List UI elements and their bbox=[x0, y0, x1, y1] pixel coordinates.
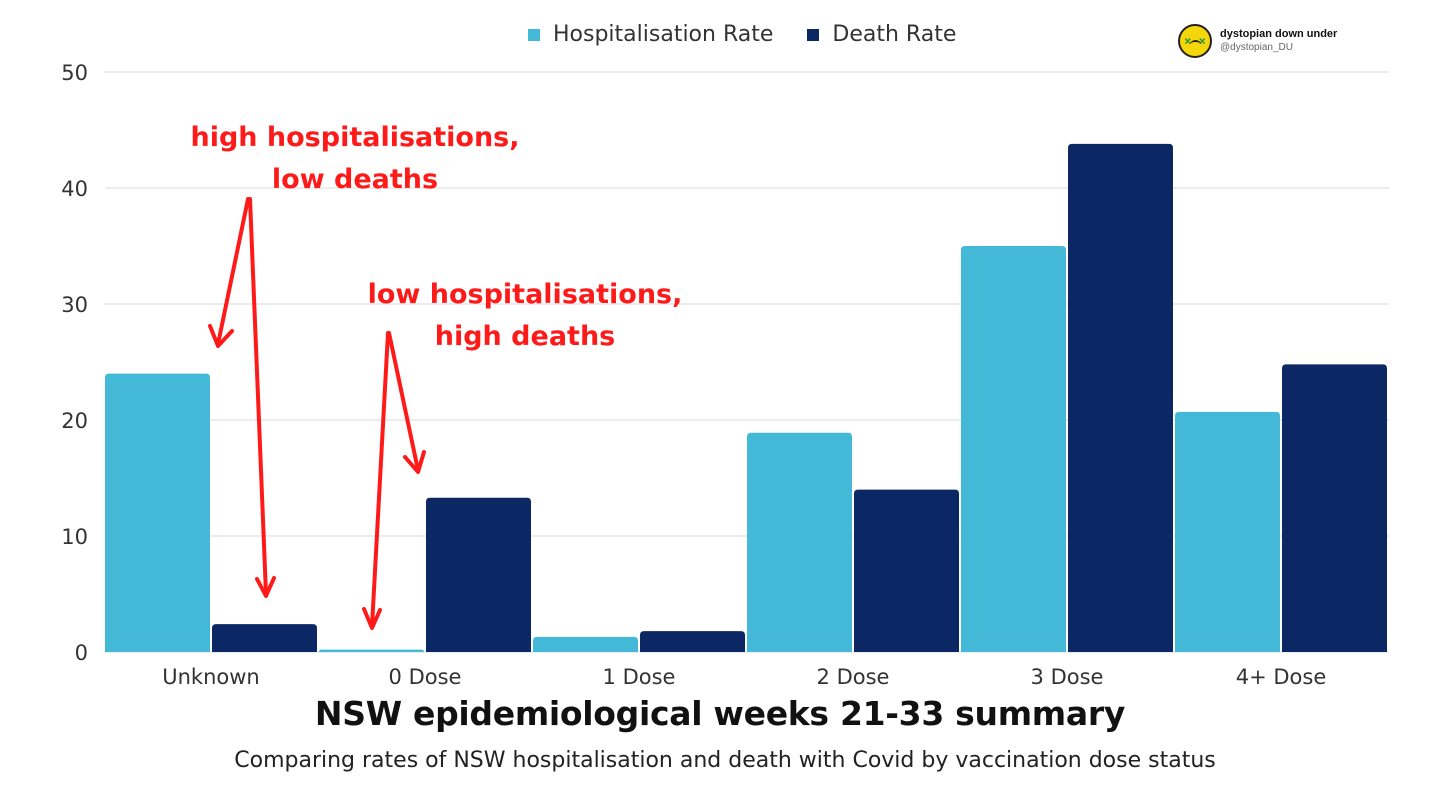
bar-hospitalisation-0-dose[interactable] bbox=[319, 649, 424, 652]
legend: Hospitalisation Rate Death Rate bbox=[528, 22, 990, 47]
annotation-low-hosp-high-deaths: low hospitalisations, high deaths bbox=[345, 274, 705, 358]
annotation-1-line-2: low deaths bbox=[271, 164, 439, 195]
bar-hospitalisation-1-dose[interactable] bbox=[533, 636, 638, 652]
annotation-1-line-1: high hospitalisations, bbox=[190, 122, 520, 153]
y-tick-label: 20 bbox=[61, 409, 88, 433]
annotation-2-line-1: low hospitalisations, bbox=[367, 279, 683, 310]
y-tick-label: 40 bbox=[61, 177, 88, 201]
bar-death-1-dose[interactable] bbox=[640, 631, 745, 652]
annotation-high-hosp-low-deaths: high hospitalisations, low deaths bbox=[170, 117, 540, 201]
annotation-arrows bbox=[208, 197, 426, 630]
bar-hospitalisation-2-dose[interactable] bbox=[747, 432, 852, 652]
legend-item-death[interactable]: Death Rate bbox=[807, 22, 956, 47]
bar-hospitalisation-4-dose[interactable] bbox=[1175, 411, 1280, 652]
x-tick-label: 2 Dose bbox=[817, 665, 890, 689]
arrow-to-unknown-hospitalisation bbox=[208, 197, 250, 348]
x-tick-label: 1 Dose bbox=[603, 665, 676, 689]
bars bbox=[105, 143, 1387, 653]
x-tick-label: Unknown bbox=[162, 665, 259, 689]
brand-badge: × × dystopian down under @dystopian_DU bbox=[1178, 24, 1337, 58]
brand-handle: @dystopian_DU bbox=[1220, 42, 1293, 53]
bar-hospitalisation-unknown[interactable] bbox=[105, 373, 210, 652]
chart-subtitle: Comparing rates of NSW hospitalisation a… bbox=[234, 748, 1216, 773]
legend-label-hospitalisation: Hospitalisation Rate bbox=[553, 22, 774, 47]
bar-hospitalisation-3-dose[interactable] bbox=[961, 246, 1066, 652]
bar-death-4-dose[interactable] bbox=[1282, 364, 1387, 652]
legend-swatch-death bbox=[807, 28, 820, 41]
legend-label-death: Death Rate bbox=[832, 22, 957, 47]
arrow-to-unknown-death bbox=[248, 197, 276, 598]
y-axis-ticks: 0 10 20 30 40 50 bbox=[61, 61, 88, 665]
brand-name: dystopian down under bbox=[1220, 28, 1338, 40]
y-tick-label: 30 bbox=[61, 293, 88, 317]
legend-item-hospitalisation[interactable]: Hospitalisation Rate bbox=[528, 22, 773, 47]
x-tick-label: 4+ Dose bbox=[1236, 665, 1327, 689]
annotation-2-line-2: high deaths bbox=[434, 321, 616, 352]
bar-death-0-dose[interactable] bbox=[426, 497, 531, 652]
legend-swatch-hospitalisation bbox=[528, 28, 540, 41]
bar-death-2-dose[interactable] bbox=[854, 489, 959, 652]
bar-death-unknown[interactable] bbox=[212, 624, 317, 652]
arrow-to-zero-dose-death bbox=[387, 331, 426, 474]
chart-title: NSW epidemiological weeks 21-33 summary bbox=[314, 694, 1126, 733]
arrow-to-zero-dose-hospitalisation bbox=[362, 331, 390, 630]
y-tick-label: 50 bbox=[61, 61, 88, 85]
x-axis-ticks: Unknown 0 Dose 1 Dose 2 Dose 3 Dose 4+ Dose bbox=[162, 665, 1326, 689]
dizzy-face-logo-icon: × × bbox=[1178, 24, 1212, 58]
bar-death-3-dose[interactable] bbox=[1068, 143, 1173, 653]
y-tick-label: 10 bbox=[61, 525, 88, 549]
x-tick-label: 3 Dose bbox=[1031, 665, 1104, 689]
y-tick-label: 0 bbox=[75, 641, 88, 665]
x-tick-label: 0 Dose bbox=[389, 665, 462, 689]
